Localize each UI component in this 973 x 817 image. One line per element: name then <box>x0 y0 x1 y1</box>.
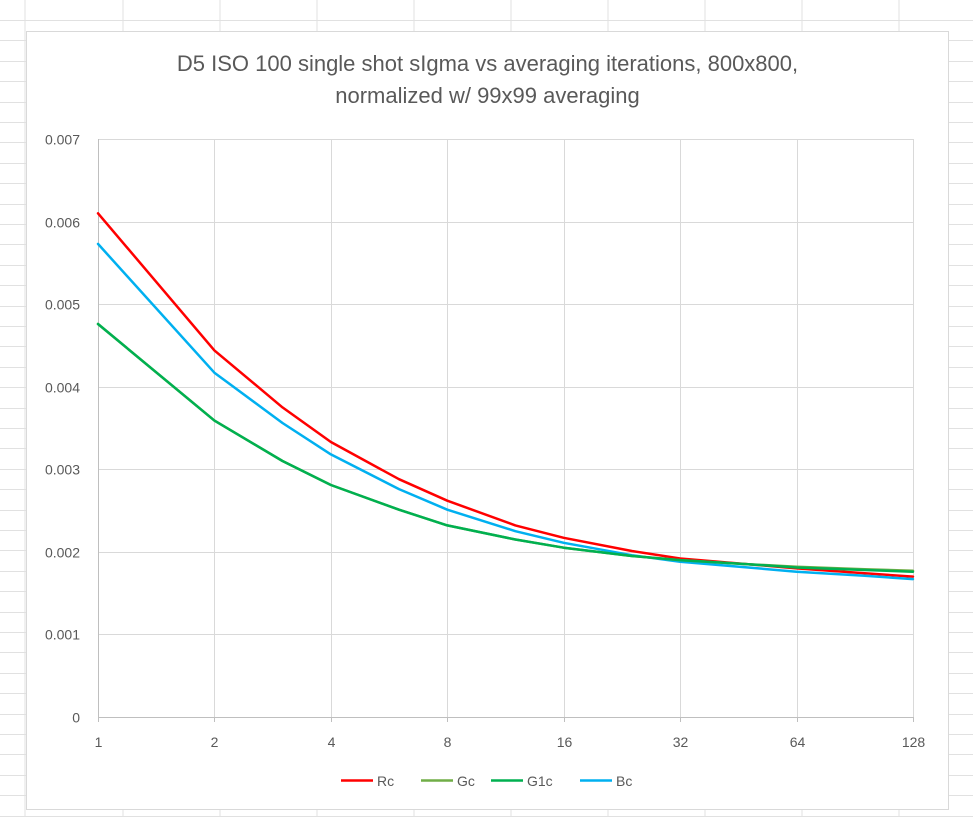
legend: Rc Gc G1c Bc <box>341 773 632 789</box>
y-tick-label: 0.004 <box>45 380 80 396</box>
y-tick-label: 0.001 <box>45 627 80 643</box>
series-line-gc <box>96 322 915 573</box>
x-tick-label: 4 <box>328 734 336 750</box>
x-tick-label: 2 <box>211 734 219 750</box>
y-tick-label: 0.007 <box>45 132 80 148</box>
chart-title-line-1: D5 ISO 100 single shot sIgma vs averagin… <box>176 51 799 76</box>
y-tick-label: 0.003 <box>45 462 80 478</box>
gridlines <box>98 139 914 717</box>
chart-title: D5 ISO 100 single shot sIgma vs averagin… <box>26 48 949 112</box>
legend-label-rc: Rc <box>377 773 394 789</box>
chart-area[interactable] <box>26 31 949 810</box>
y-tick-label: 0.005 <box>45 297 80 313</box>
legend-label-bc: Bc <box>616 773 632 789</box>
legend-label-gc: Gc <box>457 773 475 789</box>
y-tick-label: 0.002 <box>45 545 80 561</box>
series-lines <box>96 212 915 581</box>
series-line-g1c <box>96 322 915 573</box>
x-tick-label: 128 <box>902 734 926 750</box>
axes: 0 0.001 0.002 0.003 0.004 0.005 0.006 0.007 1 2 4 8… <box>45 132 925 751</box>
y-tick-label: 0.006 <box>45 215 80 231</box>
legend-label-g1c: G1c <box>527 773 553 789</box>
series-line-rc <box>96 212 915 578</box>
x-tick-label: 1 <box>95 734 103 750</box>
x-tick-label: 16 <box>557 734 573 750</box>
chart-title-line-2: normalized w/ 99x99 averaging <box>335 83 640 108</box>
x-tick-label: 8 <box>444 734 452 750</box>
x-tick-label: 64 <box>790 734 806 750</box>
y-tick-label: 0 <box>72 710 80 726</box>
series-line-bc <box>96 242 915 581</box>
x-tick-label: 32 <box>673 734 689 750</box>
